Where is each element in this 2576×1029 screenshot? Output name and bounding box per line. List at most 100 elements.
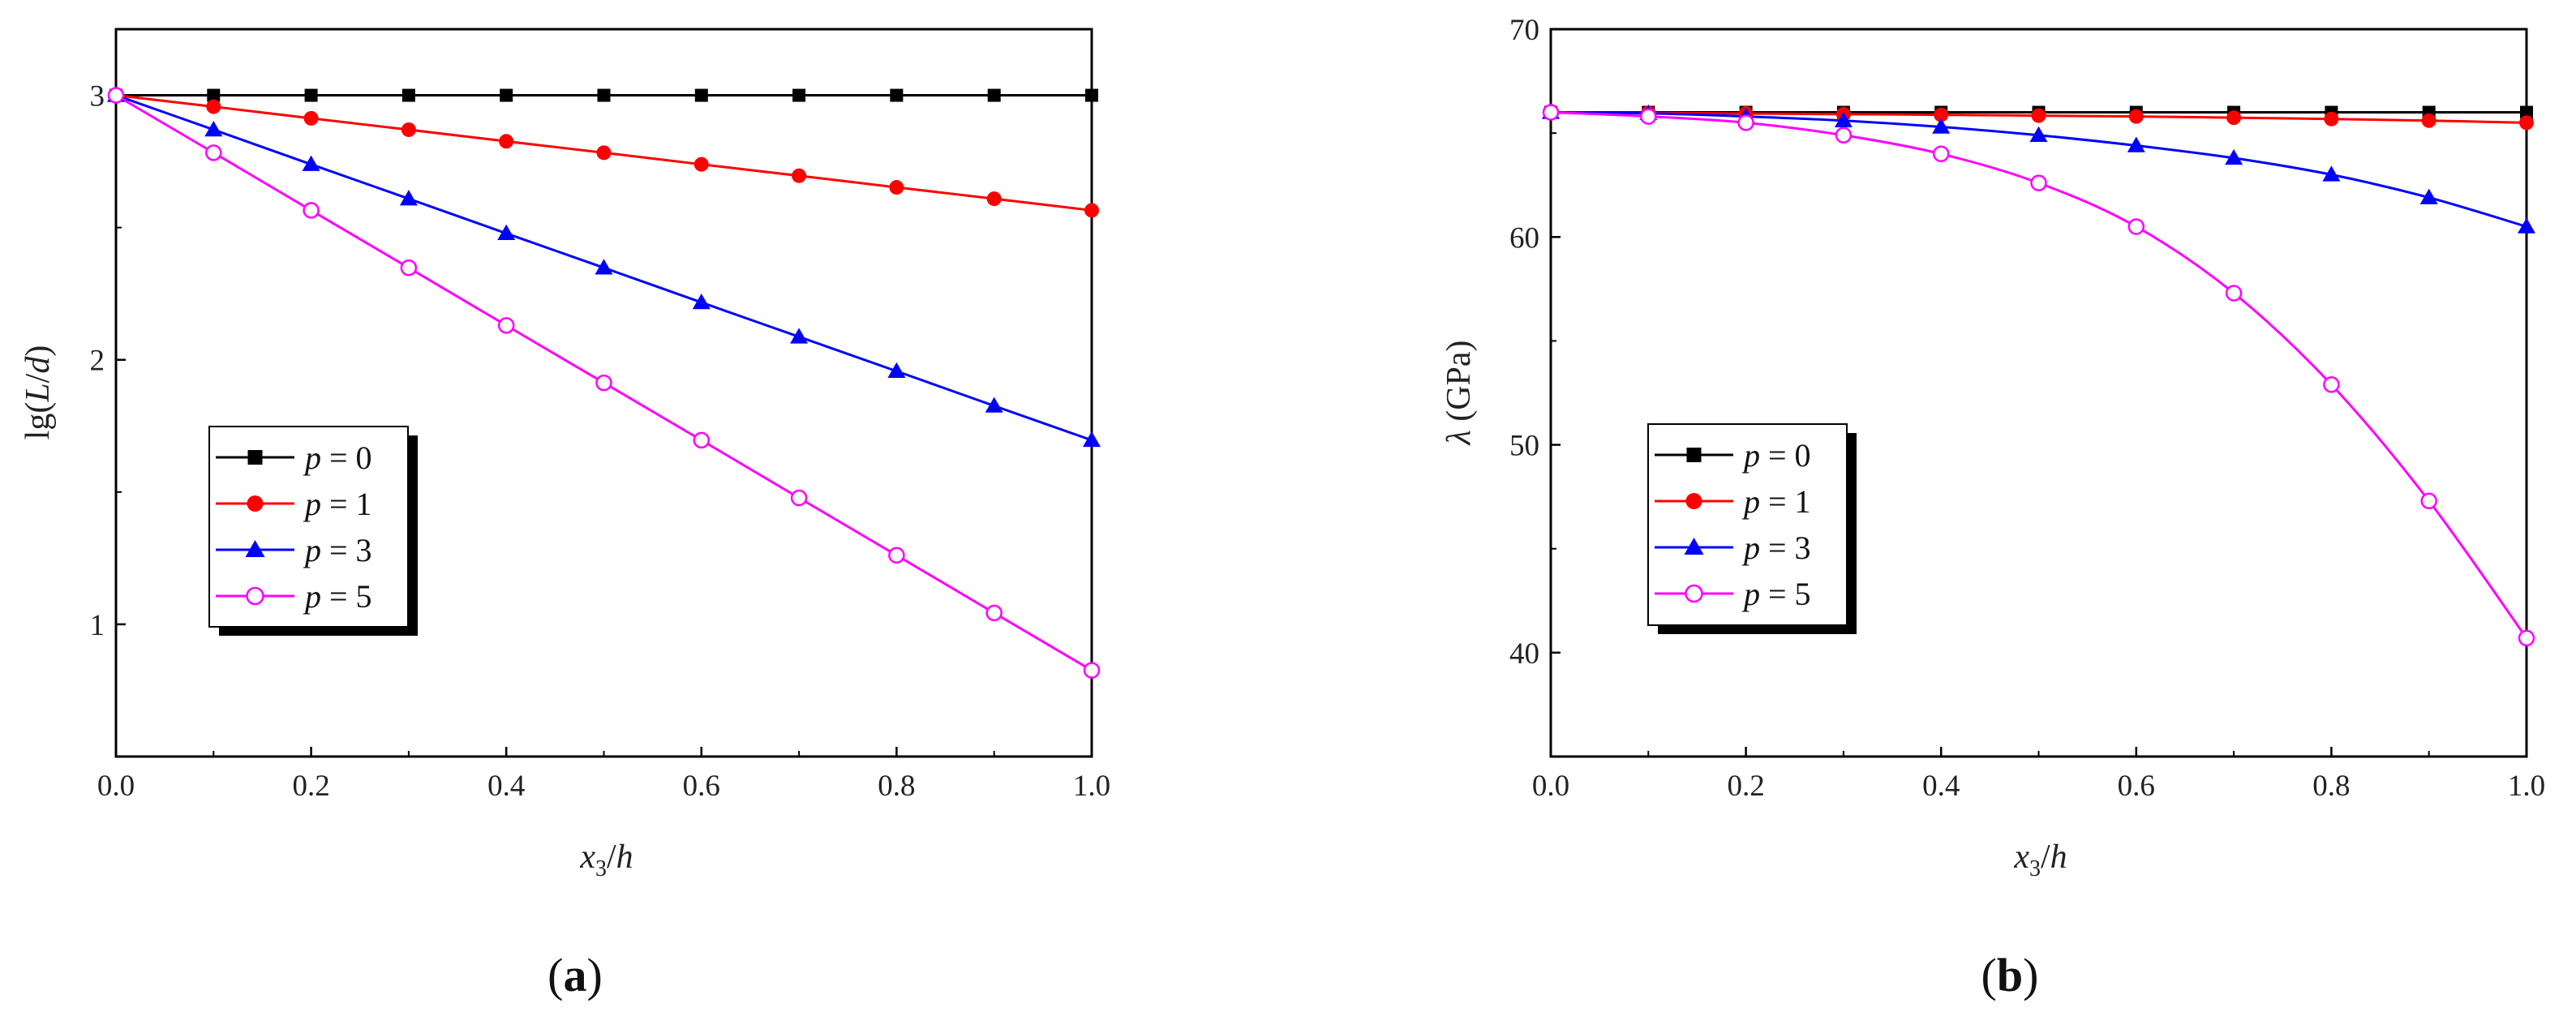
legend-marker-p1 — [247, 495, 264, 512]
data-point-p0 — [890, 88, 904, 102]
y-tick-label: 3 — [90, 80, 105, 114]
y-axis-label-b: λ (GPa) — [1440, 340, 1478, 446]
panel-caption-a: (a) — [547, 949, 603, 1001]
data-point-p5 — [1737, 114, 1754, 131]
data-point-p5 — [303, 202, 320, 219]
data-point-p5 — [888, 547, 905, 564]
data-point-p5 — [107, 87, 125, 104]
data-point-p5 — [497, 317, 515, 334]
x-tick-label: 1.0 — [1073, 770, 1110, 803]
legend-box-a — [208, 426, 409, 628]
legend-b: p = 0 p = 1 p = 3 p = 5 — [1647, 423, 1857, 634]
legend-label-p0: p = 0 — [1741, 437, 1811, 474]
data-point-p1 — [2324, 111, 2339, 126]
data-point-p1 — [401, 122, 416, 137]
legend-a: p = 0 p = 1 p = 3 p = 5 — [208, 426, 418, 636]
data-point-p0 — [1085, 88, 1098, 102]
data-point-p5 — [400, 259, 418, 277]
axis-ticks-b: 0.0 0.2 0.4 0.6 0.8 1.0 40 50 60 70 — [1509, 14, 2545, 803]
data-point-p5 — [205, 144, 222, 161]
data-point-p5 — [2127, 218, 2145, 235]
data-point-p3 — [399, 190, 418, 206]
data-point-p5 — [2323, 375, 2340, 393]
legend-label-p0: p = 0 — [303, 439, 372, 476]
data-point-p5 — [1640, 108, 1657, 125]
data-point-p0 — [304, 88, 318, 102]
data-point-p0 — [2520, 105, 2533, 119]
legend-label-p1: p = 1 — [303, 486, 372, 522]
data-point-p3 — [595, 259, 613, 275]
legend-label-p3: p = 3 — [1741, 530, 1811, 566]
data-point-p5 — [2225, 285, 2243, 302]
y-tick-label: 60 — [1509, 221, 1539, 255]
legend-marker-p3 — [1684, 538, 1704, 555]
data-point-p1 — [2128, 109, 2144, 124]
data-point-p1 — [2226, 110, 2242, 126]
data-point-p3 — [2029, 126, 2048, 142]
x-axis-label-b: x3/h — [2013, 838, 2067, 881]
x-tick-label: 0.6 — [2118, 770, 2155, 803]
data-point-p3 — [2225, 148, 2243, 165]
data-point-p3 — [790, 328, 809, 344]
x-tick-label: 0.8 — [2312, 770, 2350, 803]
data-point-p1 — [2519, 115, 2534, 131]
data-point-p5 — [1835, 126, 1853, 144]
data-point-p1 — [206, 99, 221, 114]
data-point-p5 — [1932, 145, 1950, 163]
legend-marker-p0 — [1686, 448, 1702, 462]
x-tick-label: 0.0 — [1532, 770, 1569, 803]
data-point-p3 — [2419, 188, 2438, 204]
y-axis-label-a: lg(L/d) — [19, 345, 57, 440]
data-point-p1 — [2421, 113, 2436, 128]
data-point-p1 — [693, 156, 709, 172]
legend-items-a: p = 0 p = 1 p = 3 p = 5 — [216, 439, 372, 615]
x-tick-label: 1.0 — [2508, 770, 2545, 803]
y-tick-label: 2 — [90, 345, 105, 378]
data-point-p3 — [692, 293, 711, 310]
data-point-p1 — [1084, 203, 1099, 218]
data-point-p1 — [303, 110, 319, 126]
x-tick-label: 0.8 — [878, 770, 915, 803]
data-point-p3 — [1932, 118, 1951, 134]
data-point-p3 — [1834, 111, 1853, 128]
x-tick-label: 0.6 — [683, 770, 720, 803]
legend-marker-p3 — [245, 540, 265, 557]
data-point-p5 — [2030, 174, 2047, 191]
series-markers-b — [1542, 103, 2535, 647]
data-point-p5 — [693, 431, 711, 449]
y-tick-label: 70 — [1509, 14, 1539, 47]
legend-label-p3: p = 3 — [303, 532, 372, 568]
y-tick-label: 50 — [1509, 430, 1539, 463]
data-point-p0 — [597, 88, 611, 102]
data-point-p1 — [2031, 108, 2046, 123]
data-point-p1 — [1934, 107, 1949, 122]
data-point-p1 — [889, 180, 904, 195]
x-tick-label: 0.4 — [1922, 770, 1960, 803]
data-point-p0 — [792, 88, 806, 102]
data-point-p5 — [1542, 104, 1560, 121]
x-tick-label: 0.2 — [1727, 770, 1764, 803]
data-point-p0 — [207, 88, 221, 102]
data-point-p5 — [985, 604, 1002, 622]
legend-box-b — [1647, 423, 1848, 626]
data-point-p1 — [986, 191, 1002, 207]
legend-label-p1: p = 1 — [1741, 483, 1811, 520]
data-point-p1 — [792, 168, 807, 183]
legend-label-p5: p = 5 — [1741, 576, 1811, 612]
data-point-p1 — [596, 145, 612, 161]
data-point-p3 — [985, 397, 1003, 413]
x-tick-label: 0.4 — [487, 770, 525, 803]
x-tick-label: 0.0 — [97, 770, 135, 803]
data-point-p3 — [1083, 431, 1101, 448]
y-tick-label: 40 — [1509, 637, 1539, 671]
data-point-p0 — [694, 88, 708, 102]
data-point-p3 — [302, 155, 320, 171]
data-point-p1 — [499, 134, 514, 149]
legend-marker-p0 — [247, 450, 263, 465]
legend-marker-p5 — [1685, 584, 1703, 603]
data-point-p5 — [2420, 492, 2437, 510]
data-point-p3 — [497, 224, 516, 241]
data-point-p3 — [2127, 136, 2145, 152]
data-point-p0 — [401, 88, 415, 102]
legend-marker-p5 — [246, 586, 264, 606]
